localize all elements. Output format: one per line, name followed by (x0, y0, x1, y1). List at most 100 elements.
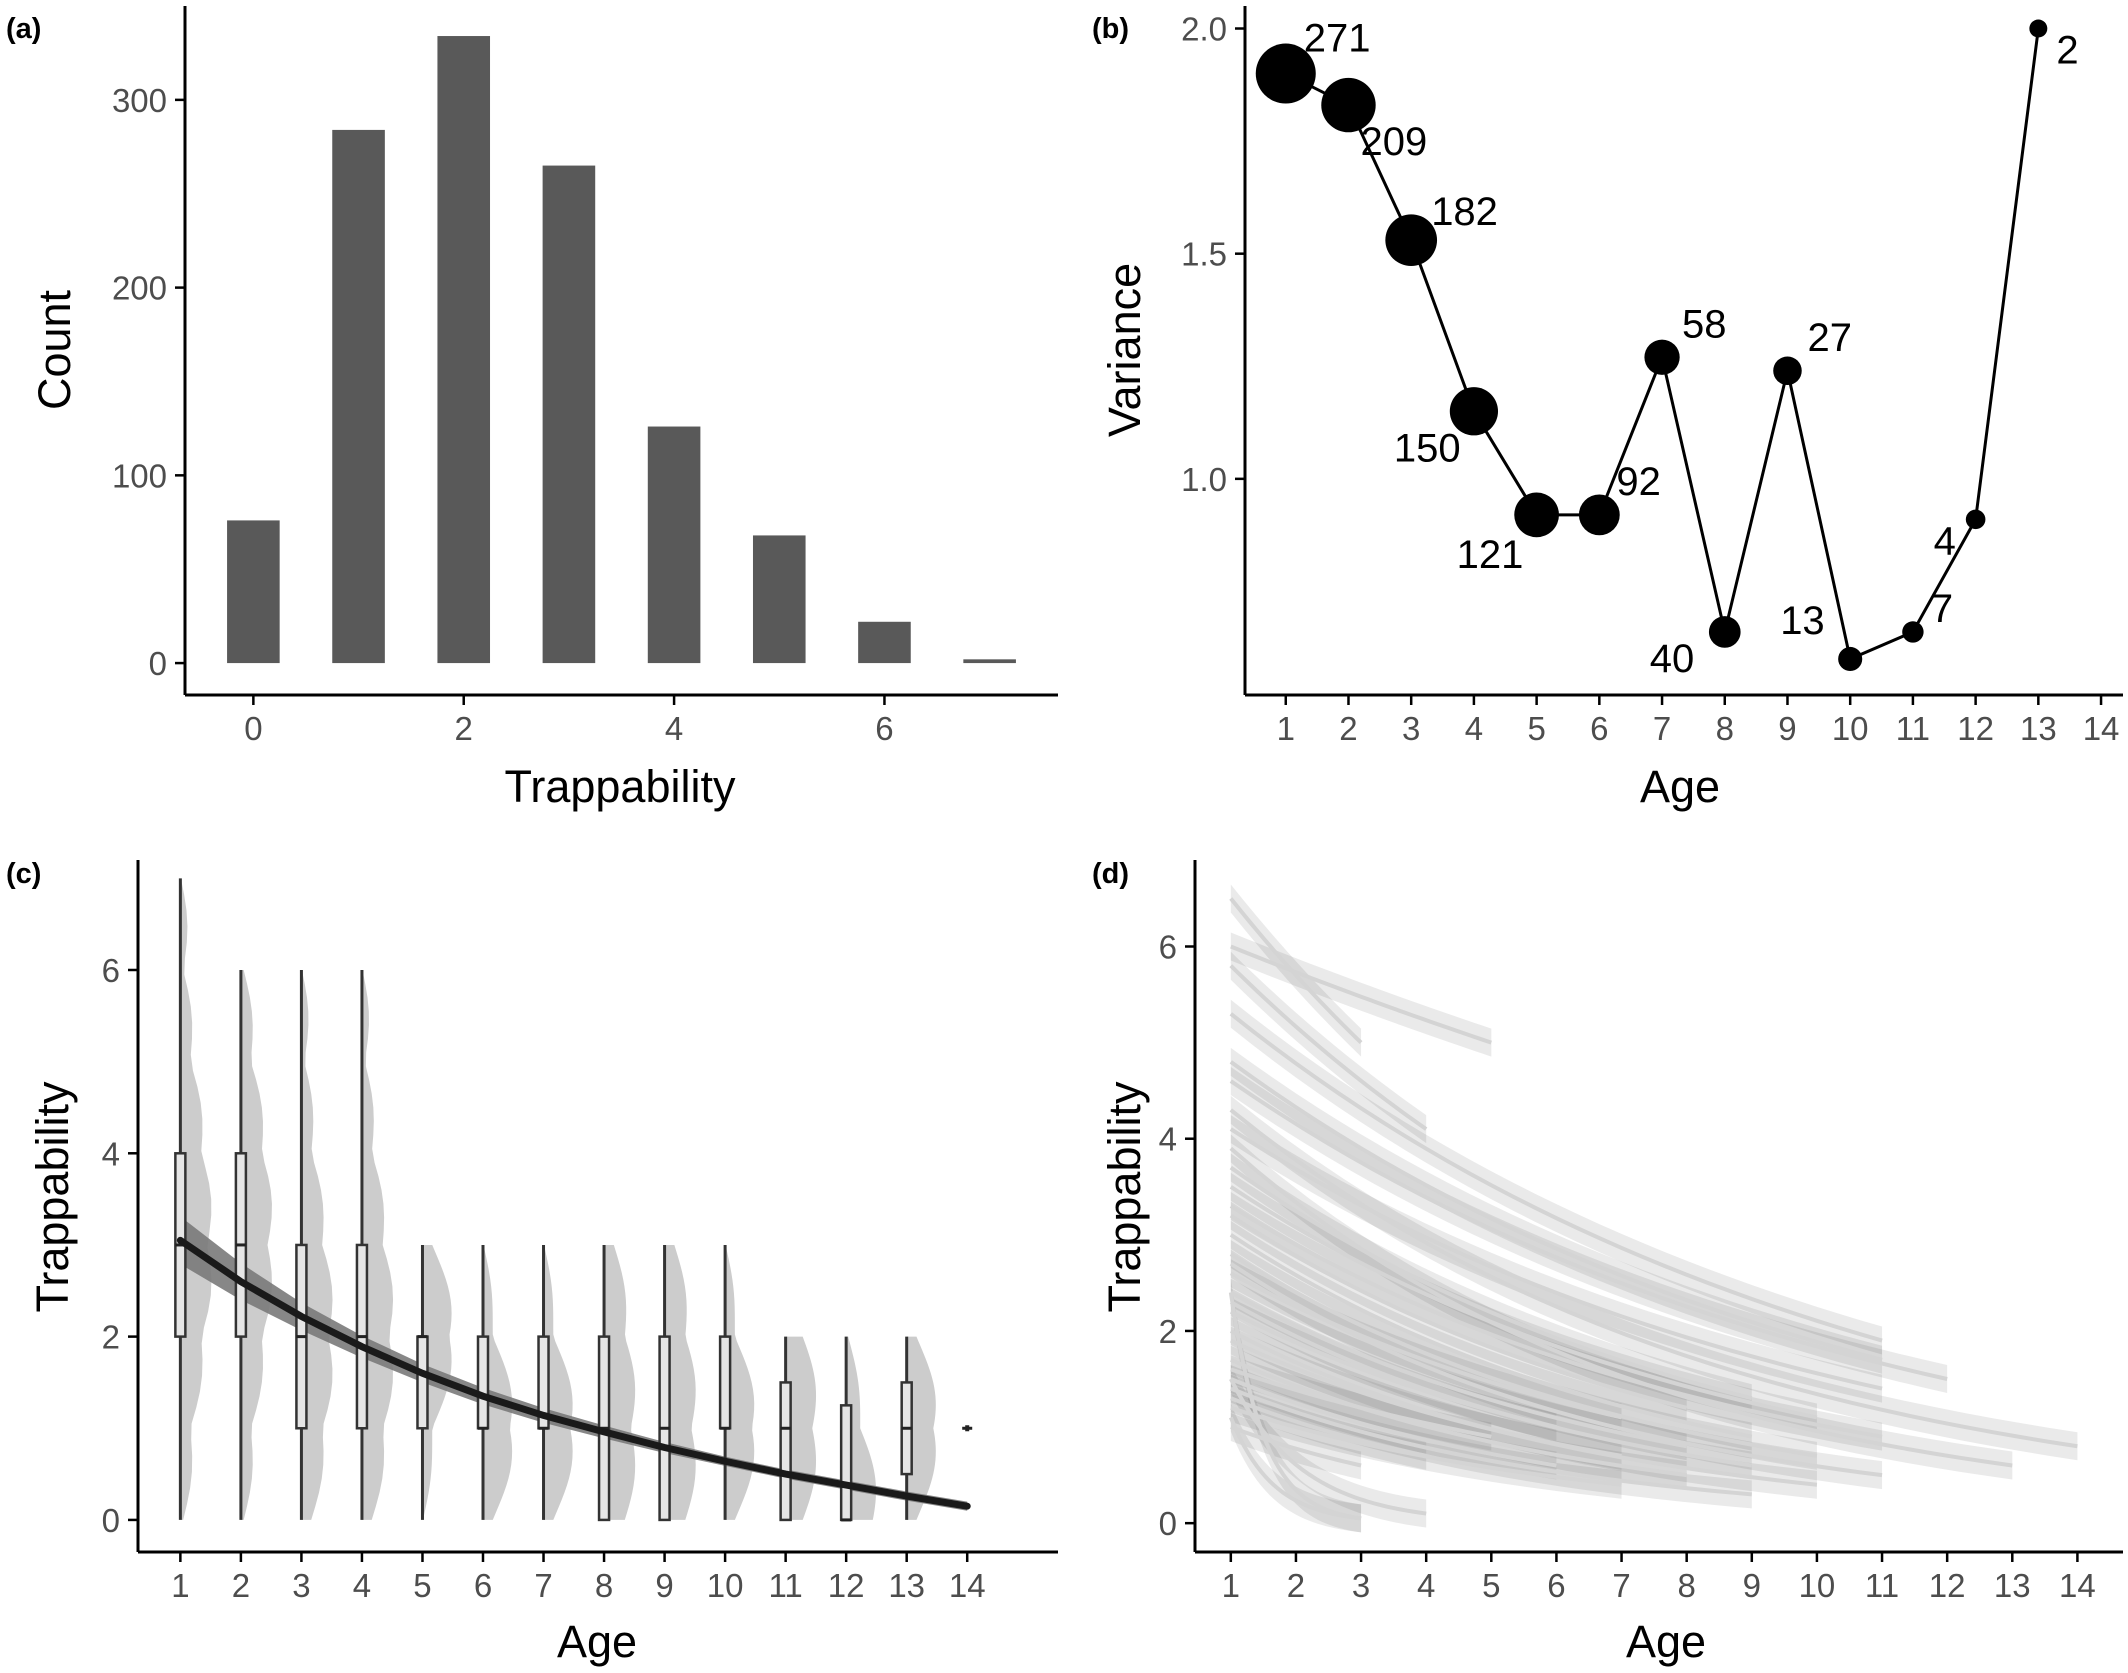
trajectory-line (1229, 1233, 1753, 1439)
panel-d-y-tick-label: 0 (1159, 1505, 1177, 1542)
panel-c-y-tick-label: 0 (102, 1502, 120, 1539)
panel-a-y-tick-label: 200 (112, 270, 167, 307)
panel-c-x-tick-label: 8 (595, 1567, 613, 1604)
panel-b-x-tick-label: 13 (2020, 710, 2057, 747)
panel-a-tag: (a) (6, 13, 41, 45)
variance-point (1902, 621, 1924, 643)
panel-d-x-tick-label: 4 (1417, 1567, 1435, 1604)
violin-shape (483, 1244, 513, 1520)
trajectory-ribbon (1230, 1403, 1362, 1533)
panel-a-x-tick-label: 4 (665, 710, 683, 747)
panel-b-y-tick-label: 2.0 (1181, 11, 1227, 48)
trajectory-line (1229, 1271, 1623, 1420)
panel-c-x-tick-label: 10 (707, 1567, 744, 1604)
trajectory-ribbon (1230, 1374, 1752, 1509)
box-body (476, 1335, 490, 1430)
trajectory-line (1230, 1367, 1492, 1439)
trajectory-line (1229, 964, 1428, 1131)
variance-point (1644, 339, 1680, 375)
panel-a-plot-area: 0 2 4 6 0 100 200 300 (112, 6, 1058, 747)
trajectory-line (1229, 1012, 1883, 1343)
panel-d-x-tick-label: 2 (1287, 1567, 1305, 1604)
panel-b-x-tick-label: 11 (1896, 710, 1930, 747)
panel-d-x-tick-label: 7 (1612, 1567, 1630, 1604)
sample-size-label: 121 (1457, 533, 1524, 577)
panel-c-x-tick-label: 11 (768, 1567, 802, 1604)
sample-size-label: 2 (2056, 29, 2078, 73)
panel-b-tag: (b) (1092, 13, 1129, 45)
panel-c-y-tick-label: 6 (102, 952, 120, 989)
trajectory-ribbon (1230, 1220, 1752, 1451)
variance-point (1514, 492, 1559, 538)
panel-c-x-axis-title: Age (557, 1616, 637, 1667)
violin-shape (604, 1244, 636, 1520)
trajectory-ribbon (1230, 1095, 2078, 1461)
panel-c-x-tick-label: 7 (534, 1567, 552, 1604)
trajectory-line (1230, 1386, 1752, 1497)
trajectory-line (1228, 1416, 1362, 1521)
variance-point (2029, 19, 2048, 38)
panel-b-x-tick-label: 4 (1465, 710, 1483, 747)
panel-d-y-axis-title: Trappability (1099, 1081, 1150, 1312)
sample-size-label: 58 (1682, 302, 1727, 346)
panel-c-x-tick-label: 13 (888, 1567, 925, 1604)
trajectory-ribbon (1230, 1153, 1752, 1413)
panel-d-tag: (d) (1092, 858, 1129, 890)
panel-c-x-tick-label: 14 (949, 1567, 986, 1604)
trajectory-line (1229, 1079, 1948, 1381)
bar (858, 621, 911, 664)
panel-d-x-axis-title: Age (1626, 1616, 1706, 1667)
panel-c-x-tick-label: 4 (353, 1567, 371, 1604)
panel-c-tag: (c) (6, 858, 41, 890)
panel-c-x-tick-label: 6 (474, 1567, 492, 1604)
bar (647, 426, 701, 664)
trajectory-line (1230, 1405, 1622, 1487)
panel-b-x-tick-label: 6 (1590, 710, 1608, 747)
sample-size-label: 150 (1394, 426, 1461, 470)
panel-a-x-tick-label: 6 (875, 710, 893, 747)
panel-b-x-tick-label: 10 (1832, 710, 1869, 747)
trajectory-line (1229, 897, 1363, 1045)
panel-b-x-tick-label: 5 (1527, 710, 1545, 747)
sample-size-label: 7 (1931, 587, 1953, 631)
trajectory-ribbon (1230, 932, 1492, 1057)
sample-size-label: 13 (1780, 599, 1825, 643)
sample-size-label: 92 (1616, 460, 1661, 504)
panel-c-x-tick-label: 9 (655, 1567, 673, 1604)
trajectory-ribbon (1230, 1201, 1687, 1422)
box-body (839, 1404, 853, 1522)
sample-size-label: 40 (1650, 637, 1695, 681)
panel-b-x-tick-label: 9 (1778, 710, 1796, 747)
panel-d-y-tick-label: 2 (1159, 1313, 1177, 1350)
panel-d-x-tick-label: 3 (1352, 1567, 1370, 1604)
panel-d-x-tick-label: 1 (1222, 1567, 1240, 1604)
trajectory-line (1230, 1425, 1362, 1468)
trajectory-ribbon (1230, 1278, 1362, 1533)
trajectory-line (1229, 1309, 1557, 1430)
panel-a-x-tick-label: 2 (455, 710, 473, 747)
bar (963, 659, 1016, 664)
variance-point (1255, 43, 1316, 104)
sample-size-label: 27 (1807, 316, 1852, 360)
trajectory-ribbon (1230, 1134, 2013, 1480)
trajectory-line (1229, 1127, 1883, 1391)
variance-point (1449, 387, 1499, 436)
panel-c-y-tick-label: 4 (102, 1135, 120, 1172)
trajectory-line (1229, 1213, 1688, 1410)
panel-c-x-tick-label: 5 (413, 1567, 431, 1604)
trend-line (176, 1236, 971, 1510)
panel-b-x-tick-label: 14 (2083, 710, 2120, 747)
trajectory-line (1229, 1204, 1883, 1439)
violin-shape (240, 969, 272, 1520)
bar (332, 129, 385, 664)
panel-a-y-axis-title: Count (29, 289, 80, 410)
trajectory-ribbon (1230, 1345, 1687, 1490)
panel-b-y-tick-label: 1.0 (1181, 461, 1227, 498)
panel-d-x-tick-label: 8 (1677, 1567, 1695, 1604)
box-body (779, 1381, 792, 1522)
panel-a-x-tick-label: 0 (244, 710, 262, 747)
bar (752, 535, 806, 664)
